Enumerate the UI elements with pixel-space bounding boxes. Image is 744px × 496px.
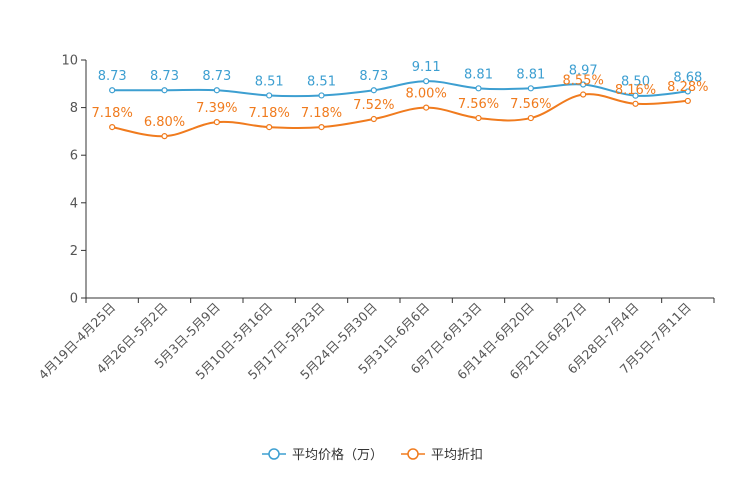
data-label: 8.51 bbox=[255, 74, 284, 89]
data-label: 7.56% bbox=[458, 97, 499, 112]
data-label: 7.18% bbox=[92, 106, 133, 121]
y-tick-label: 2 bbox=[70, 244, 78, 259]
data-point[interactable] bbox=[684, 97, 691, 105]
data-point[interactable] bbox=[370, 115, 377, 123]
data-label: 8.00% bbox=[406, 87, 447, 102]
data-point[interactable] bbox=[109, 124, 116, 131]
data-label: 8.28% bbox=[667, 80, 708, 95]
data-point[interactable] bbox=[266, 92, 273, 99]
series-line-1 bbox=[111, 93, 688, 138]
data-point[interactable] bbox=[266, 124, 273, 131]
data-labels: 8.73 8.73 8.73 8.51 8.51 8.73 9.11 8.81 8.81 8.97… bbox=[92, 60, 709, 130]
data-label: 9.11 bbox=[412, 60, 441, 75]
data-label: 7.39% bbox=[196, 101, 237, 116]
legend-label: 平均折扣 bbox=[431, 448, 483, 463]
data-label: 8.97 bbox=[569, 64, 598, 79]
data-point[interactable] bbox=[318, 92, 325, 99]
data-label: 7.18% bbox=[249, 106, 290, 121]
data-label: 8.73 bbox=[359, 69, 388, 84]
data-label: 8.51 bbox=[307, 74, 336, 89]
data-label: 8.16% bbox=[615, 83, 656, 98]
data-label: 8.73 bbox=[150, 69, 179, 84]
data-label: 7.56% bbox=[510, 97, 551, 112]
data-point[interactable] bbox=[632, 92, 639, 99]
data-point[interactable] bbox=[475, 85, 482, 92]
data-label: 8.68 bbox=[673, 70, 702, 85]
data-point[interactable] bbox=[580, 91, 587, 98]
data-label: 8.50 bbox=[621, 75, 650, 90]
data-point[interactable] bbox=[318, 124, 325, 131]
data-point[interactable] bbox=[109, 87, 116, 94]
y-tick-label: 4 bbox=[70, 196, 78, 211]
legend-marker bbox=[407, 448, 419, 460]
series-line-0 bbox=[112, 80, 688, 98]
data-point[interactable] bbox=[423, 78, 430, 85]
data-point[interactable] bbox=[423, 104, 430, 111]
data-label: 8.55% bbox=[563, 74, 604, 89]
series-layer bbox=[109, 78, 691, 140]
data-point[interactable] bbox=[475, 114, 482, 122]
legend-marker bbox=[268, 448, 280, 460]
data-point[interactable] bbox=[527, 85, 534, 92]
legend-label: 平均价格（万） bbox=[292, 447, 383, 463]
y-tick-label: 6 bbox=[70, 149, 78, 164]
data-point[interactable] bbox=[370, 87, 377, 94]
legend[interactable]: 平均价格（万） 平均折扣 bbox=[262, 447, 483, 463]
data-label: 8.81 bbox=[464, 67, 493, 82]
y-tick-label: 8 bbox=[70, 101, 78, 116]
data-point[interactable] bbox=[161, 87, 168, 94]
data-label: 8.81 bbox=[516, 67, 545, 82]
data-label: 8.73 bbox=[202, 69, 231, 84]
data-point[interactable] bbox=[213, 87, 220, 94]
data-label: 7.52% bbox=[353, 98, 394, 113]
data-label: 8.73 bbox=[98, 69, 127, 84]
y-tick-label: 0 bbox=[70, 292, 78, 307]
y-tick-label: 10 bbox=[61, 54, 78, 69]
data-point[interactable] bbox=[632, 100, 639, 107]
data-point[interactable] bbox=[684, 88, 691, 95]
data-point[interactable] bbox=[161, 133, 168, 140]
data-label: 7.18% bbox=[301, 106, 342, 121]
data-point[interactable] bbox=[527, 114, 534, 122]
data-point[interactable] bbox=[213, 119, 220, 126]
data-label: 6.80% bbox=[144, 115, 185, 130]
legend-item-0[interactable]: 平均价格（万） bbox=[262, 447, 383, 463]
data-point[interactable] bbox=[580, 81, 587, 88]
legend-item-1[interactable]: 平均折扣 bbox=[401, 448, 483, 463]
